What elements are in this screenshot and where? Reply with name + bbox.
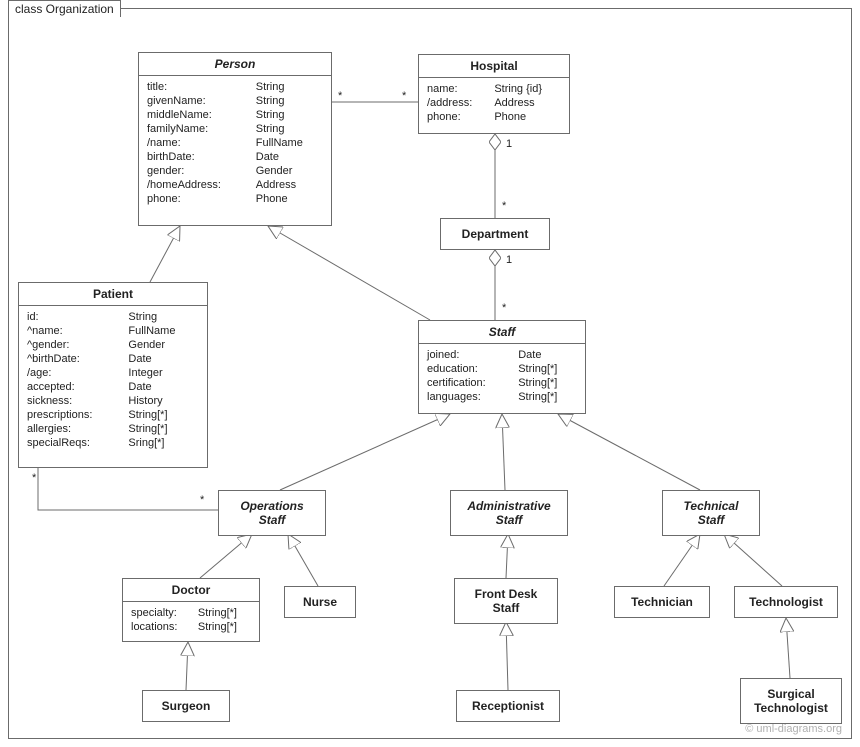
class-title: Staff <box>419 321 585 344</box>
class-title: Hospital <box>419 55 569 78</box>
class-title: Technician <box>615 587 709 617</box>
class-attrs: name:String {id}/address:Addressphone:Ph… <box>419 78 569 128</box>
class-hospital: Hospitalname:String {id}/address:Address… <box>418 54 570 134</box>
multiplicity: * <box>402 90 406 102</box>
class-title: Technologist <box>735 587 837 617</box>
class-staff: Staffjoined:Dateeducation:String[*]certi… <box>418 320 586 414</box>
class-attrs: joined:Dateeducation:String[*]certificat… <box>419 344 585 408</box>
frame-title: class Organization <box>8 0 121 17</box>
multiplicity: * <box>502 302 506 314</box>
class-attrs: specialty:String[*]locations:String[*] <box>123 602 259 638</box>
multiplicity: * <box>338 90 342 102</box>
class-frontDesk: Front DeskStaff <box>454 578 558 624</box>
class-title: Person <box>139 53 331 76</box>
multiplicity: * <box>200 494 204 506</box>
class-surgeon: Surgeon <box>142 690 230 722</box>
watermark: © uml-diagrams.org <box>745 723 842 735</box>
class-doctor: Doctorspecialty:String[*]locations:Strin… <box>122 578 260 642</box>
class-title: Receptionist <box>457 691 559 721</box>
class-attrs: title:StringgivenName:StringmiddleName:S… <box>139 76 331 210</box>
class-techStaff: TechnicalStaff <box>662 490 760 536</box>
class-title: AdministrativeStaff <box>451 491 567 535</box>
class-title: Patient <box>19 283 207 306</box>
class-surgicalTech: SurgicalTechnologist <box>740 678 842 724</box>
class-adminStaff: AdministrativeStaff <box>450 490 568 536</box>
multiplicity: 1 <box>506 254 512 266</box>
class-title: Nurse <box>285 587 355 617</box>
class-title: SurgicalTechnologist <box>741 679 841 723</box>
class-title: Surgeon <box>143 691 229 721</box>
class-technician: Technician <box>614 586 710 618</box>
uml-frame: class Organization Persontitle:Stringgiv… <box>0 0 860 747</box>
class-title: Doctor <box>123 579 259 602</box>
class-nurse: Nurse <box>284 586 356 618</box>
class-technologist: Technologist <box>734 586 838 618</box>
multiplicity: 1 <box>506 138 512 150</box>
class-patient: Patientid:String^name:FullName^gender:Ge… <box>18 282 208 468</box>
class-title: Front DeskStaff <box>455 579 557 623</box>
class-department: Department <box>440 218 550 250</box>
class-receptionist: Receptionist <box>456 690 560 722</box>
class-person: Persontitle:StringgivenName:Stringmiddle… <box>138 52 332 226</box>
class-title: TechnicalStaff <box>663 491 759 535</box>
class-title: Department <box>441 219 549 249</box>
class-opsStaff: OperationsStaff <box>218 490 326 536</box>
multiplicity: * <box>32 472 36 484</box>
class-title: OperationsStaff <box>219 491 325 535</box>
class-attrs: id:String^name:FullName^gender:Gender^bi… <box>19 306 207 454</box>
multiplicity: * <box>502 200 506 212</box>
